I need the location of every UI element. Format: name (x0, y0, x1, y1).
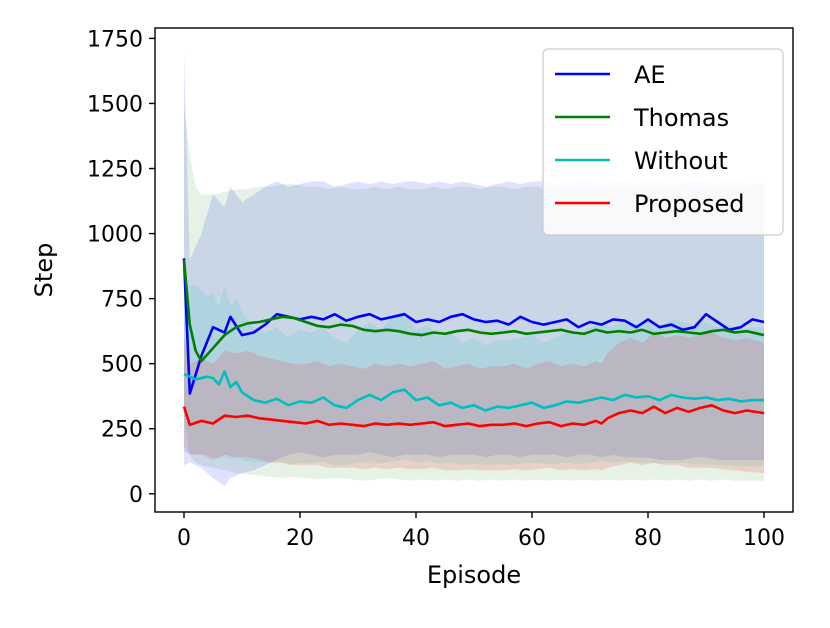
x-tick-label: 40 (402, 526, 430, 551)
legend-box (542, 48, 784, 236)
y-tick-label: 250 (101, 418, 143, 443)
series-lines (182, 258, 765, 428)
x-tick-label: 80 (634, 526, 662, 551)
plot-frame (154, 27, 794, 513)
legend-label-ae: AE (634, 61, 666, 89)
y-tick-label: 1000 (87, 223, 143, 248)
band-ae (184, 51, 764, 487)
x-axis-label: Episode (427, 561, 521, 589)
legend-label-without: Without (634, 147, 728, 175)
y-tick-label: 750 (101, 288, 143, 313)
x-tick-label: 100 (743, 526, 785, 551)
line-proposed (182, 403, 765, 428)
line-without (183, 370, 764, 412)
line-thomas (182, 259, 765, 363)
axes: 0 20 40 60 80 10002505007501000125015001750Ep… (30, 27, 794, 589)
y-axis-label: Step (30, 243, 58, 298)
legend: AE Thomas Without Proposed (542, 48, 784, 236)
y-tick-label: 1250 (87, 158, 143, 183)
y-tick-label: 0 (129, 483, 143, 508)
band-proposed (184, 332, 764, 473)
y-tick-label: 500 (101, 353, 143, 378)
y-tick-label: 1750 (87, 27, 143, 52)
x-tick-label: 60 (518, 526, 546, 551)
y-tick-label: 1500 (87, 92, 143, 117)
x-tick-label: 0 (177, 526, 191, 551)
legend-label-proposed: Proposed (634, 190, 745, 218)
x-tick-label: 20 (286, 526, 314, 551)
legend-label-thomas: Thomas (633, 104, 729, 132)
